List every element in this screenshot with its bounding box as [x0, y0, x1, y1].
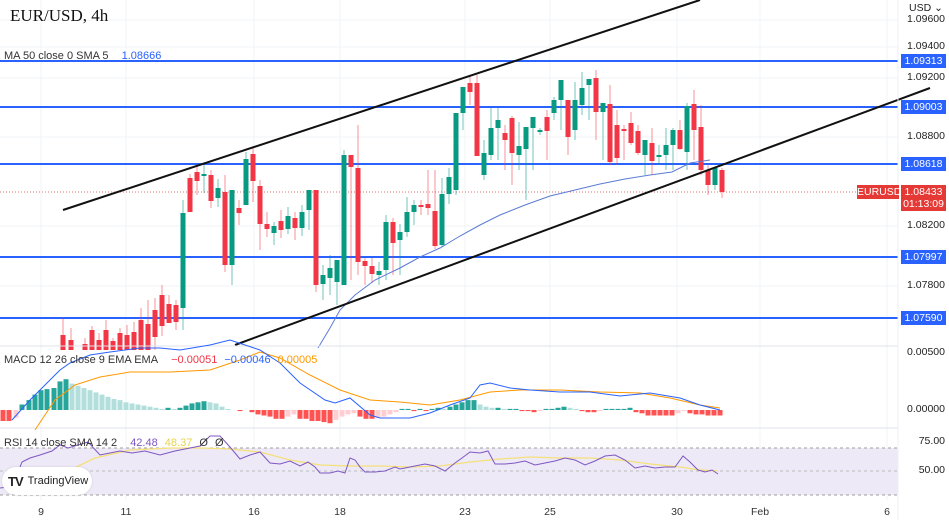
- time-tick-label: 9: [38, 506, 44, 518]
- time-tick-label: 23: [459, 506, 471, 518]
- time-tick-label: 25: [544, 506, 556, 518]
- current-price: 1.08433: [904, 186, 943, 198]
- level-price-tag: 1.08618: [901, 157, 946, 171]
- rsi-legend[interactable]: RSI 14 close SMA 14 2 42.48 48.37 Ø Ø: [4, 437, 228, 449]
- axis-tick-label: 0.00000: [907, 403, 945, 415]
- chart-title: EUR/USD, 4h: [10, 6, 109, 25]
- time-tick-label: Feb: [750, 506, 770, 518]
- currency-selector[interactable]: USD ⌄: [909, 2, 943, 14]
- level-price-tag: 1.09003: [901, 100, 946, 114]
- ma-legend-label: MA 50 close 0 SMA 5: [4, 50, 109, 62]
- time-tick-label: 30: [671, 506, 683, 518]
- candlesticks: [60, 70, 725, 350]
- macd-legend[interactable]: MACD 12 26 close 9 EMA EMA −0.00051 −0.0…: [4, 354, 321, 366]
- rsi-legend-label: RSI 14 close SMA 14 2: [4, 437, 118, 449]
- macd-line: [11, 339, 721, 421]
- macd-hist-value: −0.00051: [171, 354, 218, 366]
- chevron-down-icon: ⌄: [934, 2, 943, 14]
- level-price-tag: 1.07590: [901, 311, 946, 325]
- ma-legend-value: 1.08666: [121, 50, 162, 62]
- axis-tick-label: 1.09200: [907, 71, 945, 83]
- time-tick-label: 11: [120, 506, 132, 518]
- bar-countdown: 01:13:09: [903, 198, 944, 210]
- axis-tick-label: 50.00: [918, 464, 945, 476]
- axis-tick-label: 1.09600: [907, 13, 945, 25]
- macd-value: −0.00046: [224, 354, 271, 366]
- grid: [0, 0, 898, 500]
- rsi-sma-value: 48.37: [164, 437, 193, 449]
- ma50-line: [317, 159, 711, 349]
- horizontal-levels[interactable]: [0, 60, 898, 319]
- macd-signal-line: [34, 351, 721, 431]
- macd-histogram: [0, 379, 723, 424]
- trendlines[interactable]: [62, 0, 931, 346]
- level-price-tag: 1.07997: [901, 250, 946, 264]
- level-price-tag: 1.09313: [901, 54, 946, 68]
- time-tick-label: 18: [334, 506, 346, 518]
- axis-tick-label: 1.08800: [907, 130, 945, 142]
- rsi-band: [0, 447, 898, 496]
- time-tick-label: 6: [884, 506, 890, 518]
- axis-tick-label: 1.07800: [907, 279, 945, 291]
- symbol-tag: EURUSD: [857, 185, 902, 199]
- trendline[interactable]: [62, 0, 701, 211]
- rsi-extra-value: Ø: [199, 437, 208, 449]
- tradingview-name: TradingView: [27, 475, 89, 487]
- rsi-extra-value: Ø: [215, 437, 224, 449]
- rsi-line: [0, 435, 719, 489]
- axis-tick-label: 1.08200: [907, 219, 945, 231]
- tradingview-logo-icon: TV: [8, 473, 24, 489]
- axis-tick-label: 0.00500: [907, 346, 945, 358]
- rsi-value: 42.48: [130, 437, 158, 449]
- macd-legend-label: MACD 12 26 close 9 EMA EMA: [4, 354, 159, 366]
- ma-legend[interactable]: MA 50 close 0 SMA 5 1.08666: [4, 50, 165, 62]
- trendline[interactable]: [234, 87, 931, 346]
- tradingview-badge[interactable]: TV TradingView: [2, 467, 92, 495]
- axis-tick-label: 75.00: [918, 435, 945, 447]
- current-price-tag: 1.08433 01:13:09: [901, 185, 946, 211]
- axis-tick-label: 1.09400: [907, 40, 945, 52]
- macd-signal-value: 0.00005: [277, 354, 318, 366]
- time-tick-label: 16: [248, 506, 260, 518]
